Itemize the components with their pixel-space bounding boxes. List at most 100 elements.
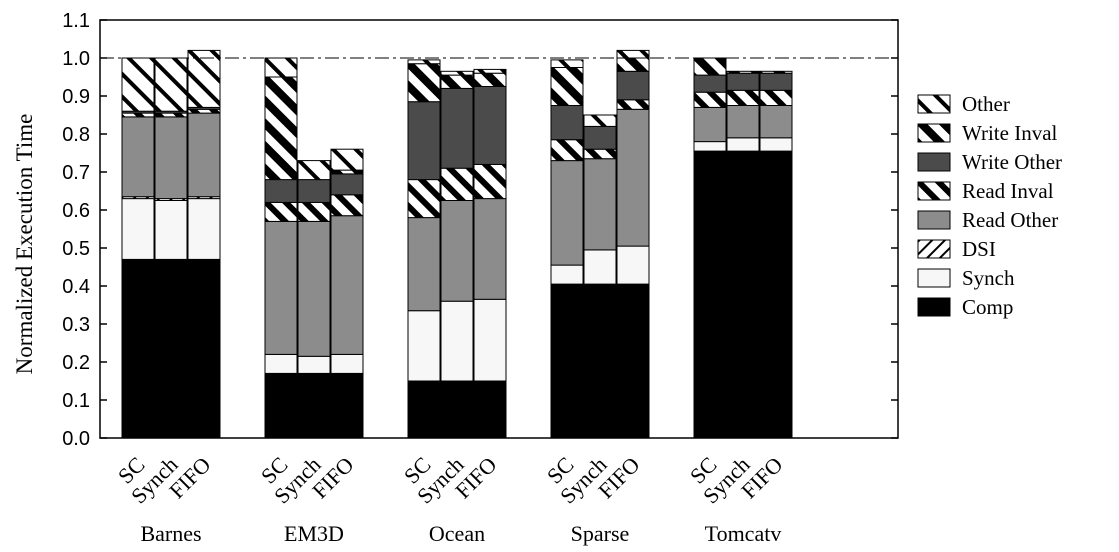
segment-write-inval — [407, 63, 441, 103]
bar-ocean-synch — [440, 70, 474, 439]
segment-comp — [297, 372, 331, 439]
segment-other — [187, 49, 221, 108]
segment-write-inval — [693, 57, 727, 76]
bar-tomcatv-synch — [726, 70, 760, 439]
segment-synch — [616, 245, 650, 285]
bar-barnes-fifo — [187, 49, 221, 439]
segment-read-other — [187, 112, 221, 198]
segment-write-inval — [759, 70, 793, 74]
bar-ocean-fifo — [473, 68, 507, 439]
segment-comp — [616, 283, 650, 439]
segment-write-other — [330, 173, 364, 196]
legend-swatch — [917, 152, 951, 172]
segment-comp — [440, 380, 474, 439]
legend-item-read-inval: Read Inval — [917, 179, 1054, 203]
segment-read-inval — [407, 179, 441, 219]
legend-swatch — [917, 123, 951, 143]
bar-tomcatv-sc — [693, 57, 727, 439]
segment-comp — [154, 258, 188, 439]
y-tick-label: 1.0 — [62, 48, 90, 70]
segment-write-other — [440, 87, 474, 169]
y-axis-label: Normalized Execution Time — [12, 114, 37, 375]
segment-comp — [473, 380, 507, 439]
segment-read-other — [583, 158, 617, 251]
legend-label: Read Other — [962, 208, 1058, 232]
segment-synch — [407, 310, 441, 382]
segment-read-other — [693, 106, 727, 143]
segment-synch — [297, 355, 331, 374]
segment-synch — [330, 353, 364, 374]
segment-read-inval — [583, 148, 617, 160]
bar-barnes-synch — [154, 57, 188, 439]
segment-read-other — [759, 105, 793, 139]
segment-comp — [330, 372, 364, 439]
y-tick-label: 1.1 — [62, 10, 90, 32]
segment-synch — [693, 141, 727, 152]
segment-write-other — [726, 72, 760, 91]
y-tick-label: 0.9 — [62, 86, 90, 108]
segment-write-inval — [440, 74, 474, 89]
segment-write-other — [264, 179, 298, 203]
legend: Other Write Inval Write Other Read Inval Rea… — [917, 92, 1062, 319]
segment-comp — [121, 258, 155, 439]
bars-layer — [121, 49, 793, 439]
segment-write-inval — [264, 76, 298, 181]
group-label-tomcatv: Tomcatv — [705, 521, 782, 546]
y-axis-ticks: 0.0 0.1 0.2 0.3 0.4 0.5 0.6 0.7 0.8 0.9 1.0 1.1 — [62, 10, 898, 450]
segment-other — [583, 114, 617, 127]
bar-ocean-sc — [407, 59, 441, 439]
y-tick-label: 0.3 — [62, 314, 90, 336]
segment-read-other — [726, 105, 760, 139]
segment-other — [330, 148, 364, 171]
legend-swatch — [917, 181, 951, 201]
segment-write-inval — [726, 70, 760, 74]
segment-read-inval — [726, 89, 760, 107]
segment-synch — [264, 353, 298, 374]
segment-read-inval — [550, 139, 584, 162]
legend-label: Write Other — [962, 150, 1062, 174]
segment-read-other — [264, 220, 298, 355]
segment-read-inval — [473, 163, 507, 200]
legend-label: DSI — [962, 237, 996, 261]
legend-item-synch: Synch — [917, 266, 1015, 290]
segment-other — [616, 49, 650, 59]
group-label-sparse: Sparse — [571, 521, 630, 546]
bar-sparse-fifo — [616, 49, 650, 439]
bar-barnes-sc — [121, 57, 155, 439]
segment-write-inval — [550, 67, 584, 106]
segment-read-other — [297, 220, 331, 357]
segment-read-inval — [187, 108, 221, 114]
segment-synch — [726, 137, 760, 152]
legend-label: Write Inval — [962, 121, 1058, 145]
segment-comp — [726, 150, 760, 439]
segment-write-inval — [616, 57, 650, 72]
segment-write-other — [759, 72, 793, 91]
segment-read-other — [154, 116, 188, 200]
y-tick-label: 0.2 — [62, 352, 90, 374]
segment-other — [264, 57, 298, 78]
y-tick-label: 0.6 — [62, 200, 90, 222]
group-label-ocean: Ocean — [429, 521, 485, 546]
legend-swatch — [917, 268, 951, 288]
segment-read-other — [473, 198, 507, 300]
segment-write-inval — [330, 169, 364, 175]
segment-other — [407, 59, 441, 65]
segment-synch — [759, 137, 793, 152]
segment-read-inval — [440, 167, 474, 201]
segment-write-inval — [473, 72, 507, 87]
segment-other — [550, 59, 584, 69]
segment-other — [154, 57, 188, 112]
segment-read-inval — [264, 201, 298, 222]
segment-read-inval — [121, 112, 155, 118]
plot-frame — [99, 19, 899, 439]
y-tick-label: 0.0 — [62, 428, 90, 450]
group-label-barnes: Barnes — [140, 521, 201, 546]
segment-comp — [550, 283, 584, 439]
legend-label: Read Inval — [962, 179, 1054, 203]
legend-label: Synch — [962, 266, 1015, 290]
segment-read-inval — [759, 89, 793, 107]
segment-read-inval — [154, 112, 188, 118]
segment-write-other — [583, 125, 617, 150]
segment-other — [473, 68, 507, 74]
segment-read-other — [440, 200, 474, 302]
